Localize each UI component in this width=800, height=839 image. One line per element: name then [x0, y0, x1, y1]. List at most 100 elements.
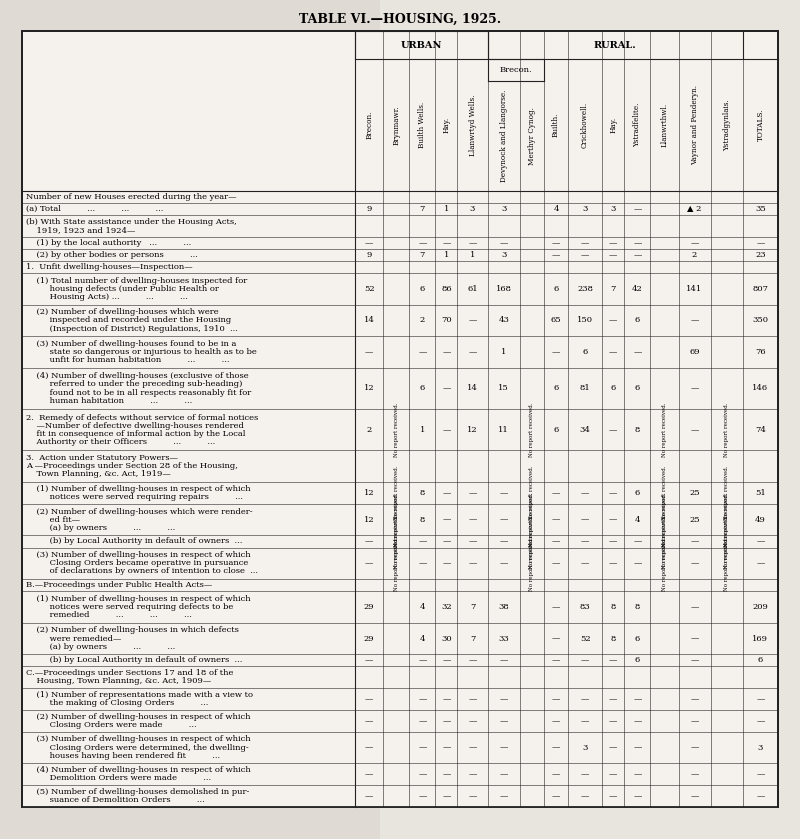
Text: —: —: [609, 743, 618, 752]
Text: 30: 30: [441, 634, 452, 643]
Text: —: —: [418, 560, 426, 567]
Text: —: —: [442, 656, 450, 664]
Text: 1: 1: [444, 251, 449, 259]
Text: 8: 8: [610, 603, 616, 611]
Text: —: —: [756, 560, 765, 567]
Text: 38: 38: [498, 603, 509, 611]
Text: —: —: [468, 717, 477, 725]
Text: —: —: [552, 251, 560, 259]
Text: —: —: [442, 384, 450, 393]
Text: —: —: [499, 239, 508, 247]
Text: —: —: [756, 695, 765, 703]
Text: —: —: [499, 489, 508, 497]
Text: No report received.: No report received.: [724, 466, 730, 520]
Text: Ystradfelite.: Ystradfelite.: [634, 103, 642, 147]
Text: 70: 70: [441, 316, 452, 325]
Text: Builth.: Builth.: [552, 112, 560, 138]
Text: Ystradgynlais.: Ystradgynlais.: [722, 99, 730, 151]
Text: (1) by the local authority   ...          ...: (1) by the local authority ... ...: [26, 239, 191, 247]
Text: 52: 52: [580, 634, 590, 643]
Text: —: —: [468, 489, 477, 497]
Text: —: —: [365, 239, 374, 247]
Text: —: —: [365, 560, 374, 567]
Text: (2) Number of dwelling-houses which were: (2) Number of dwelling-houses which were: [26, 309, 218, 316]
Text: —: —: [365, 348, 374, 356]
Text: Devynock and Llangorse.: Devynock and Llangorse.: [500, 90, 508, 182]
Text: 6: 6: [554, 426, 558, 434]
Text: 1919, 1923 and 1924—: 1919, 1923 and 1924—: [26, 226, 135, 234]
Text: —: —: [690, 560, 698, 567]
Text: suance of Demolition Orders          ...: suance of Demolition Orders ...: [26, 796, 205, 804]
Text: —: —: [552, 348, 560, 356]
Text: 3: 3: [758, 743, 763, 752]
Text: 4: 4: [634, 516, 640, 524]
Text: Brynmawr.: Brynmawr.: [392, 105, 400, 145]
Text: —: —: [365, 717, 374, 725]
Text: housing defects (under Public Health or: housing defects (under Public Health or: [26, 285, 219, 293]
Text: —: —: [552, 717, 560, 725]
Text: RURAL.: RURAL.: [594, 40, 637, 50]
Text: (2) by other bodies or persons          ...: (2) by other bodies or persons ...: [26, 251, 198, 259]
Text: —: —: [690, 656, 698, 664]
Text: (5) Number of dwelling-houses demolished in pur-: (5) Number of dwelling-houses demolished…: [26, 788, 250, 796]
Text: 43: 43: [498, 316, 509, 325]
Text: 4: 4: [554, 205, 558, 213]
Text: 69: 69: [690, 348, 700, 356]
Text: Hay.: Hay.: [442, 117, 450, 133]
Text: —: —: [633, 743, 642, 752]
Text: Llanwrthwl.: Llanwrthwl.: [661, 103, 669, 147]
Text: —: —: [552, 516, 560, 524]
Text: 12: 12: [467, 426, 478, 434]
Text: —: —: [756, 538, 765, 545]
Text: —: —: [581, 717, 590, 725]
Text: inspected and recorded under the Housing: inspected and recorded under the Housing: [26, 316, 231, 325]
Text: 12: 12: [364, 489, 374, 497]
Text: —: —: [442, 538, 450, 545]
Text: TABLE VI.—HOUSING, 1925.: TABLE VI.—HOUSING, 1925.: [299, 13, 501, 26]
Text: (2) Number of dwelling-houses in respect of which: (2) Number of dwelling-houses in respect…: [26, 713, 250, 721]
Text: (a) by owners          ...          ...: (a) by owners ... ...: [26, 524, 175, 532]
Text: 3: 3: [610, 205, 616, 213]
Text: —: —: [418, 770, 426, 779]
Text: —: —: [756, 717, 765, 725]
Text: A —Proceedings under Section 28 of the Housing,: A —Proceedings under Section 28 of the H…: [26, 462, 238, 471]
Text: —: —: [418, 239, 426, 247]
Text: 6: 6: [554, 384, 558, 393]
Text: —: —: [690, 239, 698, 247]
Text: 6: 6: [634, 656, 640, 664]
Text: —: —: [581, 695, 590, 703]
Text: —: —: [609, 316, 618, 325]
Text: No report received.: No report received.: [724, 514, 730, 569]
Text: 2: 2: [692, 251, 698, 259]
Text: found not to be in all respects reasonably fit for: found not to be in all respects reasonab…: [26, 388, 251, 397]
Text: —Number of defective dwelling-houses rendered: —Number of defective dwelling-houses ren…: [26, 422, 244, 430]
Text: ▲ 2: ▲ 2: [687, 205, 702, 213]
Text: 8: 8: [634, 426, 640, 434]
Text: —: —: [609, 426, 618, 434]
Text: —: —: [633, 205, 642, 213]
Text: (a) by owners          ...          ...: (a) by owners ... ...: [26, 643, 175, 650]
Text: 25: 25: [690, 489, 700, 497]
Text: URBAN: URBAN: [401, 40, 442, 50]
Text: (3) Number of dwelling-houses in respect of which: (3) Number of dwelling-houses in respect…: [26, 736, 250, 743]
Text: 29: 29: [364, 634, 374, 643]
Text: Number of new Houses erected during the year—: Number of new Houses erected during the …: [26, 193, 237, 201]
Text: B.—Proceedings under Public Health Acts—: B.—Proceedings under Public Health Acts—: [26, 581, 212, 589]
Text: Town Planning, &c. Act, 1919—: Town Planning, &c. Act, 1919—: [26, 471, 170, 478]
Text: 12: 12: [364, 384, 374, 393]
Text: 807: 807: [753, 285, 769, 293]
Text: 2.  Remedy of defects without service of formal notices: 2. Remedy of defects without service of …: [26, 414, 258, 422]
Text: No report received.: No report received.: [662, 403, 667, 457]
Text: 3: 3: [501, 205, 506, 213]
Text: were remedied—: were remedied—: [26, 634, 122, 643]
Text: —: —: [442, 239, 450, 247]
Text: 11: 11: [498, 426, 509, 434]
Text: 74: 74: [755, 426, 766, 434]
Text: Demolition Orders were made          ...: Demolition Orders were made ...: [26, 774, 211, 782]
Text: 1: 1: [444, 205, 449, 213]
Text: —: —: [690, 316, 698, 325]
Text: No report received.: No report received.: [394, 492, 398, 547]
Text: 25: 25: [690, 516, 700, 524]
Text: Llanwrtyd Wells.: Llanwrtyd Wells.: [469, 94, 477, 156]
Text: No report received.: No report received.: [530, 492, 534, 547]
